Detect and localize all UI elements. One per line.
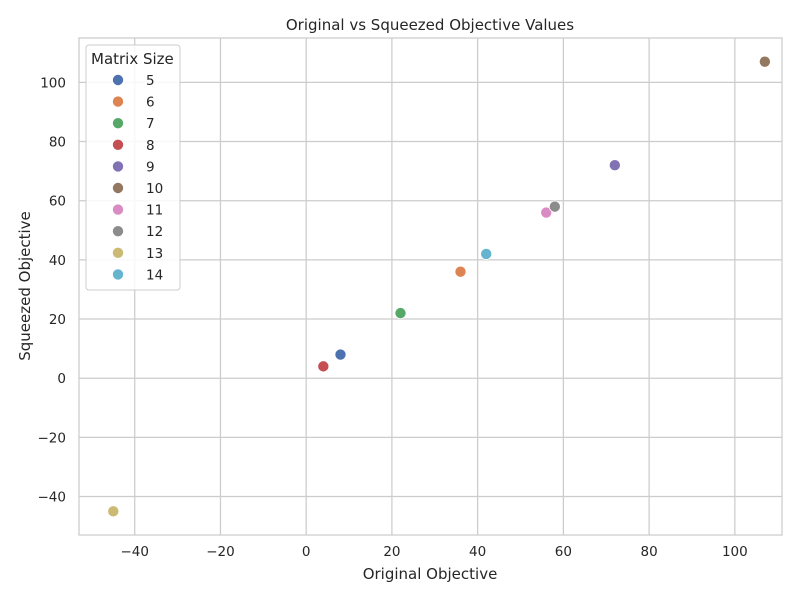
legend-label: 9 [146, 159, 155, 175]
grid-lines [79, 38, 782, 535]
legend-marker [112, 160, 125, 173]
legend-label: 5 [146, 73, 155, 89]
data-points [107, 55, 771, 518]
legend-label: 6 [146, 95, 155, 111]
legend-marker [112, 246, 125, 259]
legend-label: 13 [146, 246, 163, 262]
data-point-size-7 [394, 307, 407, 320]
y-tick-label: 100 [40, 75, 66, 91]
y-tick-label: −20 [38, 430, 67, 446]
legend-label: 7 [146, 116, 155, 132]
legend-title: Matrix Size [91, 50, 174, 68]
legend-label: 12 [146, 224, 163, 240]
data-point-size-11 [540, 206, 553, 219]
legend-marker [112, 181, 125, 194]
legend-marker [112, 117, 125, 130]
chart-title: Original vs Squeezed Objective Values [286, 16, 574, 34]
y-axis-label: Squeezed Objective [16, 211, 34, 361]
legend-box [85, 44, 181, 291]
y-tick-label: 0 [57, 371, 66, 387]
data-point-size-8 [317, 360, 330, 373]
x-tick-label: 20 [383, 544, 400, 560]
x-tick-label: −40 [120, 544, 149, 560]
data-point-size-5 [334, 348, 347, 361]
legend-label: 11 [146, 203, 163, 219]
legend: Matrix Size 5 6 7 8 9 10 11 12 13 14 [85, 44, 181, 291]
y-tick-label: 20 [49, 312, 66, 328]
legend-marker [112, 225, 125, 238]
y-tick-label: 80 [49, 135, 66, 151]
data-point-size-9 [608, 159, 621, 172]
legend-marker [112, 268, 125, 281]
y-tick-label: 40 [49, 253, 66, 269]
legend-label: 8 [146, 138, 155, 154]
axis-ticks: −40 −20 0 20 40 60 80 100 −40 −20 0 20 40 60 80 100 [38, 75, 748, 560]
data-point-size-13 [107, 505, 120, 518]
legend-marker [112, 95, 125, 108]
data-point-size-12 [548, 200, 561, 213]
data-point-size-10 [758, 55, 771, 68]
legend-label: 14 [146, 267, 163, 283]
data-point-size-14 [480, 247, 493, 260]
y-tick-label: 60 [49, 194, 66, 210]
x-tick-label: 80 [641, 544, 658, 560]
plot-frame [78, 37, 783, 536]
x-tick-label: 40 [469, 544, 486, 560]
legend-marker [112, 203, 125, 216]
legend-marker [112, 138, 125, 151]
y-tick-label: −40 [38, 490, 67, 506]
x-tick-label: 100 [722, 544, 748, 560]
legend-marker [112, 74, 125, 87]
x-tick-label: 60 [555, 544, 572, 560]
x-tick-label: −20 [206, 544, 235, 560]
legend-items: 5 6 7 8 9 10 11 12 13 14 [112, 73, 163, 283]
legend-label: 10 [146, 181, 163, 197]
x-axis-label: Original Objective [363, 565, 498, 583]
x-tick-label: 0 [302, 544, 311, 560]
data-point-size-6 [454, 265, 467, 278]
